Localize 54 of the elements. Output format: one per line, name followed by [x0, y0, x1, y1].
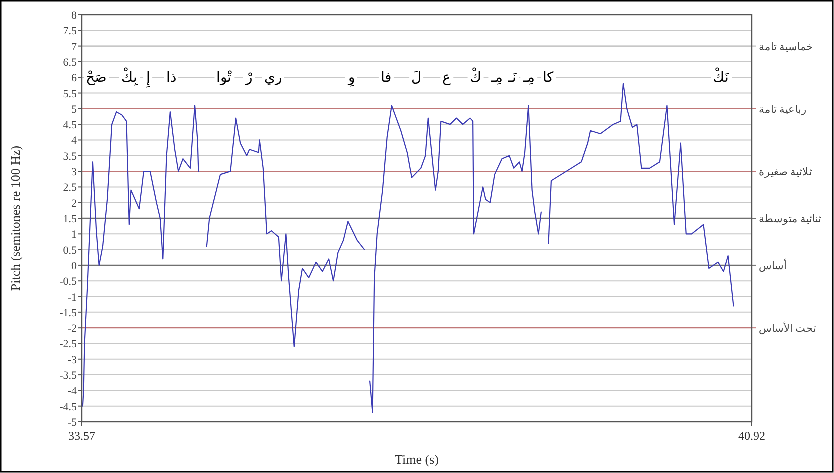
x-axis-title: Time (s): [395, 452, 439, 467]
y-tick-label: 4.5: [63, 120, 78, 132]
y-tick-label: -3.5: [60, 370, 78, 382]
y-tick-label: 6.5: [63, 56, 78, 69]
ref-line-label: ثنائية متوسطة: [759, 214, 822, 226]
y-tick-label: 3.5: [63, 150, 78, 163]
y-tick-label: 6: [72, 72, 78, 85]
y-tick-label: -1.5: [60, 307, 78, 320]
annotation: ع: [442, 71, 452, 86]
annotation: نَكْ: [713, 67, 730, 86]
annotation: صَحْ: [86, 70, 108, 86]
annotation: بِكْ: [121, 67, 138, 86]
ref-line-label: تحت الأساس: [759, 321, 817, 336]
ref-line-label: رباعية تامة: [759, 104, 807, 116]
y-tick-label: -5: [68, 417, 78, 429]
y-tick-label: -4: [68, 386, 78, 398]
y-tick-label: -1: [68, 292, 77, 304]
annotation: فا: [380, 71, 392, 86]
y-tick-label: 8: [72, 10, 78, 22]
annotation: مِـ: [522, 71, 536, 86]
annotation: نَـ: [507, 71, 518, 86]
ref-line-label: أساس: [759, 258, 787, 272]
ref-line-label: خماسية تامة: [759, 41, 814, 54]
annotation: كا: [543, 71, 554, 86]
y-tick-label: 3: [72, 166, 78, 179]
y-tick-label: 1.5: [63, 214, 78, 226]
y-tick-label: -4.5: [60, 401, 78, 414]
annotation: رْ: [245, 71, 254, 86]
annotation: كْ: [470, 67, 482, 86]
annotation: إِ: [146, 71, 151, 88]
y-axis-title: Pitch (semitones re 100 Hz): [8, 146, 23, 292]
y-tick-label: 2: [72, 198, 77, 210]
y-tick-label: 7.5: [63, 26, 78, 38]
y-tick-label: 2.5: [63, 182, 78, 194]
y-tick-label: -2: [68, 323, 77, 336]
y-tick-label: -2.5: [60, 338, 78, 351]
x-tick-label: 33.57: [68, 429, 96, 443]
annotation: ذا: [166, 71, 176, 86]
y-tick-label: 7: [72, 41, 78, 54]
y-tick-label: -0.5: [60, 276, 78, 288]
annotation: ري: [264, 71, 282, 86]
y-tick-label: 5.5: [63, 88, 78, 100]
ref-line-label: ثلاثية صغيرة: [759, 166, 813, 179]
annotation: مِـ: [490, 71, 504, 86]
y-tick-label: 1: [72, 229, 77, 242]
annotation: تْوا: [216, 70, 233, 86]
annotation: وِ: [347, 71, 356, 87]
y-tick-label: 5: [72, 104, 78, 116]
annotation: لَ: [412, 71, 422, 86]
y-tick-label: 0.5: [63, 244, 78, 257]
y-tick-label: 4: [72, 135, 78, 148]
x-tick-label: 40.92: [738, 429, 766, 443]
y-tick-label: -3: [68, 354, 78, 366]
y-tick-label: 0: [72, 260, 78, 272]
